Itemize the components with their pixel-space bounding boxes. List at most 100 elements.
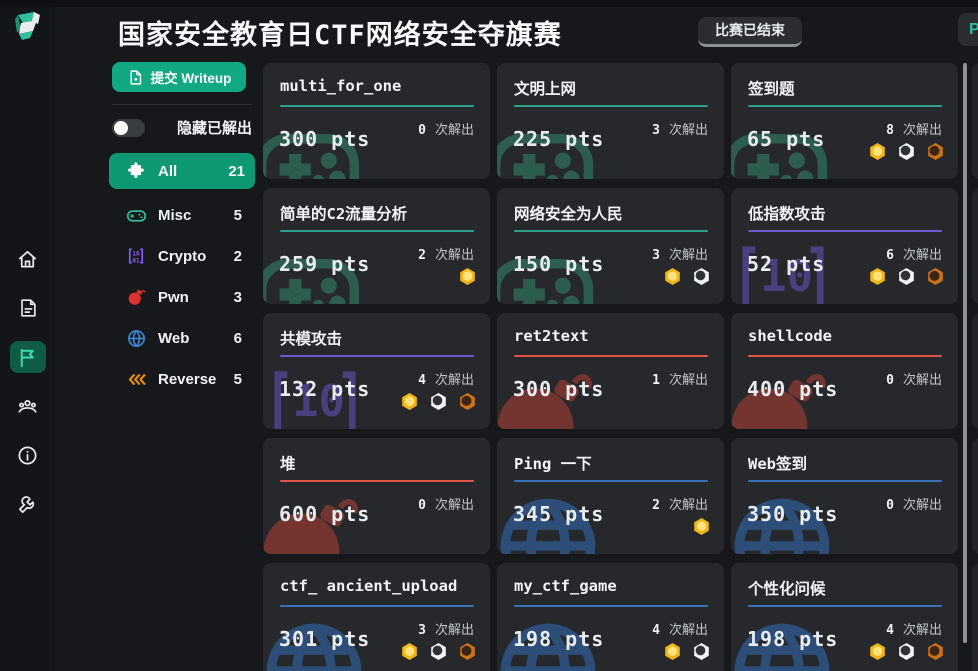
svg-text:10: 10: [132, 251, 140, 258]
challenge-points: 132 pts: [279, 377, 371, 401]
challenge-card[interactable]: my_ctf_game 4 次解出 198 pts: [497, 563, 724, 671]
sidebar-category-reverse[interactable]: Reverse 5: [112, 364, 252, 394]
nav-rail: [0, 0, 55, 671]
category-count: 3: [233, 288, 242, 306]
sidebar-category-all[interactable]: All 21: [109, 153, 255, 189]
solve-count: 2 次解出: [418, 244, 474, 263]
challenge-grid: multi_for_one 0 次解出 300 pts 文明上网 3 次解出 225…: [263, 63, 963, 671]
nav-posts-icon[interactable]: [10, 292, 46, 324]
hide-solved-toggle[interactable]: [112, 118, 145, 137]
sidebar-category-crypto[interactable]: 10 01 Crypto 2: [112, 241, 252, 271]
challenge-card[interactable]: Ping 一下 2 次解出 345 pts: [497, 438, 724, 554]
category-icon: 10 01: [125, 245, 147, 267]
solve-count: 8 次解出: [886, 119, 942, 138]
challenge-title: 共模攻击: [280, 330, 343, 348]
challenge-card[interactable]: Web签到 0 次解出 350 pts: [731, 438, 958, 554]
challenge-card[interactable]: 网络安全为人民 3 次解出 150 pts: [497, 188, 724, 304]
solve-number: 2: [418, 248, 426, 263]
nav-challenges-icon[interactable]: [9, 341, 46, 373]
challenge-title: ret2text: [514, 327, 589, 345]
sidebar-category-misc[interactable]: Misc 5: [112, 200, 252, 230]
solve-count: 3 次解出: [652, 244, 708, 263]
challenge-card[interactable]: ctf_ ancient_upload 3 次解出 301 pts: [263, 563, 490, 671]
sidebar-category-web[interactable]: Web 6: [112, 323, 252, 353]
challenge-title: 文明上网: [514, 80, 577, 98]
window-top-strip: [0, 0, 978, 7]
challenge-card[interactable]: shellcode 0 次解出 400 pts: [731, 313, 958, 429]
category-divider: [280, 355, 474, 357]
category-divider: [280, 605, 474, 607]
category-icon: [125, 160, 147, 182]
clipped-card: [972, 438, 978, 554]
solve-count: 6 次解出: [886, 244, 942, 263]
clipped-card: [972, 188, 978, 304]
challenge-card[interactable]: 文明上网 3 次解出 225 pts: [497, 63, 724, 179]
category-divider: [280, 480, 474, 482]
solve-label: 次解出: [902, 622, 942, 637]
category-label: Web: [158, 329, 190, 347]
solve-count: 4 次解出: [886, 619, 942, 638]
svg-text:01: 01: [760, 300, 813, 304]
sidebar-divider: [112, 104, 252, 105]
clipped-card: [972, 563, 978, 671]
category-divider: [514, 230, 708, 232]
corner-button[interactable]: P: [958, 13, 978, 46]
challenge-title: 签到题: [748, 80, 795, 98]
category-icon: [125, 368, 147, 390]
toggle-knob: [114, 120, 128, 135]
bronze-blood-medal-icon: [460, 393, 475, 410]
category-label: Misc: [158, 206, 192, 224]
challenge-title: ctf_ ancient_upload: [280, 577, 458, 595]
challenge-card[interactable]: ret2text 1 次解出 300 pts: [497, 313, 724, 429]
challenge-card[interactable]: 简单的C2流量分析 2 次解出 259 pts: [263, 188, 490, 304]
clipped-card: [972, 63, 978, 179]
solve-count: 3 次解出: [652, 119, 708, 138]
page-title: 国家安全教育日CTF网络安全夺旗赛: [118, 20, 562, 51]
blood-medals: [693, 518, 710, 535]
challenge-points: 300 pts: [279, 127, 371, 151]
category-list: All 21 Misc 5 10 01 Crypto 2 Pwn 3 Web 6 …: [109, 153, 255, 394]
nav-about-icon[interactable]: [10, 439, 46, 471]
submit-writeup-button[interactable]: 提交 Writeup: [112, 62, 246, 92]
gold-blood-medal-icon: [694, 518, 709, 535]
category-divider: [280, 230, 474, 232]
nav-teams-icon[interactable]: [10, 390, 46, 422]
challenge-card[interactable]: multi_for_one 0 次解出 300 pts: [263, 63, 490, 179]
blood-medals: [459, 268, 476, 285]
challenge-points: 198 pts: [747, 627, 839, 651]
solve-label: 次解出: [902, 497, 942, 512]
filter-sidebar: 提交 Writeup 隐藏已解出 All 21 Misc 5 10 01 Cryp…: [109, 62, 255, 405]
sidebar-category-pwn[interactable]: Pwn 3: [112, 282, 252, 312]
challenge-card[interactable]: 签到题 8 次解出 65 pts: [731, 63, 958, 179]
nav-home-icon[interactable]: [10, 243, 46, 275]
solve-count: 0 次解出: [418, 494, 474, 513]
challenge-card[interactable]: 个性化问候 4 次解出 198 pts: [731, 563, 958, 671]
category-divider: [280, 105, 474, 107]
blood-medals: [401, 393, 476, 410]
solve-count: 0 次解出: [886, 369, 942, 388]
bronze-blood-medal-icon: [928, 268, 943, 285]
vertical-scrollbar[interactable]: [963, 63, 967, 643]
category-divider: [748, 105, 942, 107]
gold-blood-medal-icon: [870, 268, 885, 285]
app-logo-icon[interactable]: [10, 9, 46, 47]
solve-count: 0 次解出: [886, 494, 942, 513]
nav-admin-icon[interactable]: [10, 488, 46, 520]
category-divider: [514, 105, 708, 107]
category-label: Reverse: [158, 370, 217, 388]
challenge-points: 259 pts: [279, 252, 371, 276]
solve-count: 1 次解出: [652, 369, 708, 388]
solve-number: 4: [418, 373, 426, 388]
solve-label: 次解出: [902, 372, 942, 387]
challenge-points: 52 pts: [747, 252, 826, 276]
category-icon: [125, 327, 147, 349]
challenge-card[interactable]: 堆 0 次解出 600 pts: [263, 438, 490, 554]
challenge-points: 600 pts: [279, 502, 371, 526]
blood-medals: [869, 643, 944, 660]
category-divider: [748, 355, 942, 357]
category-count: 5: [233, 370, 242, 388]
category-label: Pwn: [158, 288, 189, 306]
challenge-points: 345 pts: [513, 502, 605, 526]
